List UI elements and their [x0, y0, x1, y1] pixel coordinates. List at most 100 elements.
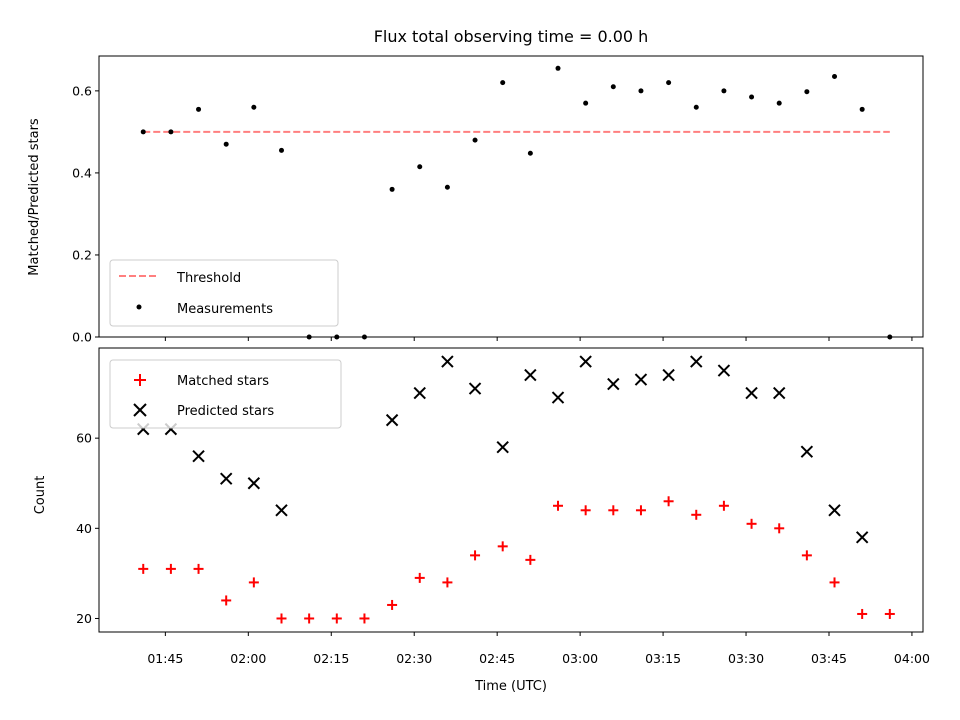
predicted-star-point — [413, 386, 426, 400]
x-tick-label: 03:15 — [645, 651, 681, 666]
bottom-y-tick-label: 60 — [76, 431, 92, 446]
matched-star-point — [442, 577, 453, 588]
measurement-point — [721, 88, 727, 94]
legend-predicted-label: Predicted stars — [177, 404, 274, 419]
x-tick-label: 02:00 — [230, 651, 266, 666]
matched-star-point — [580, 505, 591, 516]
predicted-star-point — [219, 472, 233, 485]
predicted-star-point — [524, 368, 537, 382]
top-y-axis-label: Matched/Predicted stars — [27, 118, 42, 276]
measurement-point — [638, 88, 644, 94]
measurement-point — [140, 129, 146, 135]
bottom-y-tick-label: 20 — [76, 611, 92, 626]
matched-star-point — [470, 550, 481, 561]
measurement-point — [555, 65, 561, 71]
x-axis-label: Time (UTC) — [474, 679, 547, 694]
measurement-point — [749, 94, 755, 100]
top-plot-frame — [98, 55, 924, 338]
measurement-point — [472, 137, 478, 143]
matched-star-point — [138, 563, 149, 574]
legend-threshold-label: Threshold — [176, 271, 241, 286]
matched-star-point — [691, 509, 702, 520]
predicted-star-point — [717, 364, 731, 377]
x-tick-label: 04:00 — [894, 651, 930, 666]
legend-measurements-swatch — [136, 304, 142, 310]
measurement-point — [666, 80, 672, 86]
legend-predicted-swatch — [133, 403, 147, 417]
measurement-point — [832, 74, 838, 80]
predicted-star-point — [385, 413, 399, 427]
matched-star-point — [387, 599, 398, 610]
bottom-plot-frame — [98, 347, 924, 633]
matched-star-point — [193, 563, 204, 574]
measurement-point — [583, 100, 589, 106]
predicted-star-point — [579, 355, 592, 368]
predicted-star-point — [192, 449, 205, 463]
matched-star-point — [663, 496, 674, 507]
matched-star-point — [801, 550, 812, 561]
predicted-star-point — [828, 504, 841, 517]
measurement-point — [168, 129, 174, 135]
top-legend: Threshold Measurements — [109, 259, 339, 327]
predicted-star-point — [690, 355, 703, 368]
measurement-point — [196, 106, 202, 112]
matched-star-point — [276, 613, 287, 624]
matched-star-point — [525, 554, 536, 565]
measurement-point — [776, 100, 782, 106]
predicted-star-point — [441, 355, 454, 368]
matched-star-point — [829, 577, 840, 588]
predicted-star-point — [662, 368, 675, 382]
matched-star-point — [248, 577, 259, 588]
measurement-point — [693, 104, 699, 110]
measurement-point — [500, 80, 506, 86]
predicted-star-point — [496, 440, 509, 454]
x-tick-label: 03:45 — [811, 651, 847, 666]
x-tick-label: 02:15 — [313, 651, 349, 666]
top-y-tick-label: 0.6 — [72, 83, 92, 98]
bottom-plot: 20 40 60 01:45 02:00 02:15 02:30 02:45 03:00 03:… — [33, 347, 930, 694]
predicted-star-point — [745, 386, 758, 400]
matched-star-point — [884, 608, 895, 619]
predicted-star-point — [551, 391, 565, 404]
legend-matched-label: Matched stars — [177, 374, 269, 389]
matched-star-point — [718, 500, 729, 511]
predicted-star-point — [800, 445, 814, 458]
x-tick-label: 03:00 — [562, 651, 598, 666]
chart-title: Flux total observing time = 0.00 h — [374, 27, 649, 46]
matched-star-point — [553, 500, 564, 511]
top-y-tick-label: 0.2 — [72, 247, 92, 262]
measurement-point — [223, 141, 229, 147]
predicted-star-point — [275, 504, 288, 517]
predicted-star-point — [773, 386, 786, 400]
matched-star-point — [497, 541, 508, 552]
matched-star-point — [608, 505, 619, 516]
measurement-point — [610, 84, 616, 90]
matched-star-point — [304, 613, 315, 624]
bottom-y-axis-label: Count — [33, 476, 48, 515]
bottom-y-tick-label: 40 — [76, 521, 92, 536]
top-y-tick-label: 0.0 — [72, 330, 92, 345]
measurement-point — [389, 186, 395, 192]
matched-star-point — [165, 563, 176, 574]
predicted-star-point — [855, 531, 869, 544]
matched-star-point — [331, 613, 342, 624]
predicted-star-point — [634, 373, 648, 386]
matched-star-point — [746, 518, 757, 529]
x-tick-label: 02:30 — [396, 651, 432, 666]
x-tick-label: 01:45 — [147, 651, 183, 666]
top-legend-box — [109, 259, 339, 327]
x-tick-label: 03:30 — [728, 651, 764, 666]
measurement-point — [527, 150, 533, 156]
measurement-point — [278, 147, 284, 153]
legend-matched-swatch — [134, 374, 146, 386]
matched-star-point — [857, 608, 868, 619]
top-y-tick-label: 0.4 — [72, 165, 92, 180]
measurement-point — [859, 106, 865, 112]
matched-star-point — [774, 523, 785, 534]
predicted-star-point — [247, 477, 261, 490]
top-plot: 0.0 0.2 0.4 0.6 Matched/Predicted stars Thr… — [27, 55, 924, 345]
legend-measurements-label: Measurements — [177, 302, 273, 317]
measurement-point — [417, 164, 423, 170]
predicted-star-point — [607, 377, 620, 391]
